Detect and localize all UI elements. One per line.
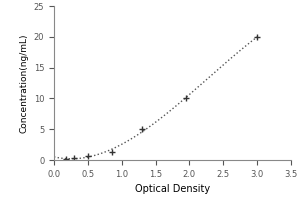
Y-axis label: Concentration(ng/mL): Concentration(ng/mL)	[19, 33, 28, 133]
X-axis label: Optical Density: Optical Density	[135, 184, 210, 194]
